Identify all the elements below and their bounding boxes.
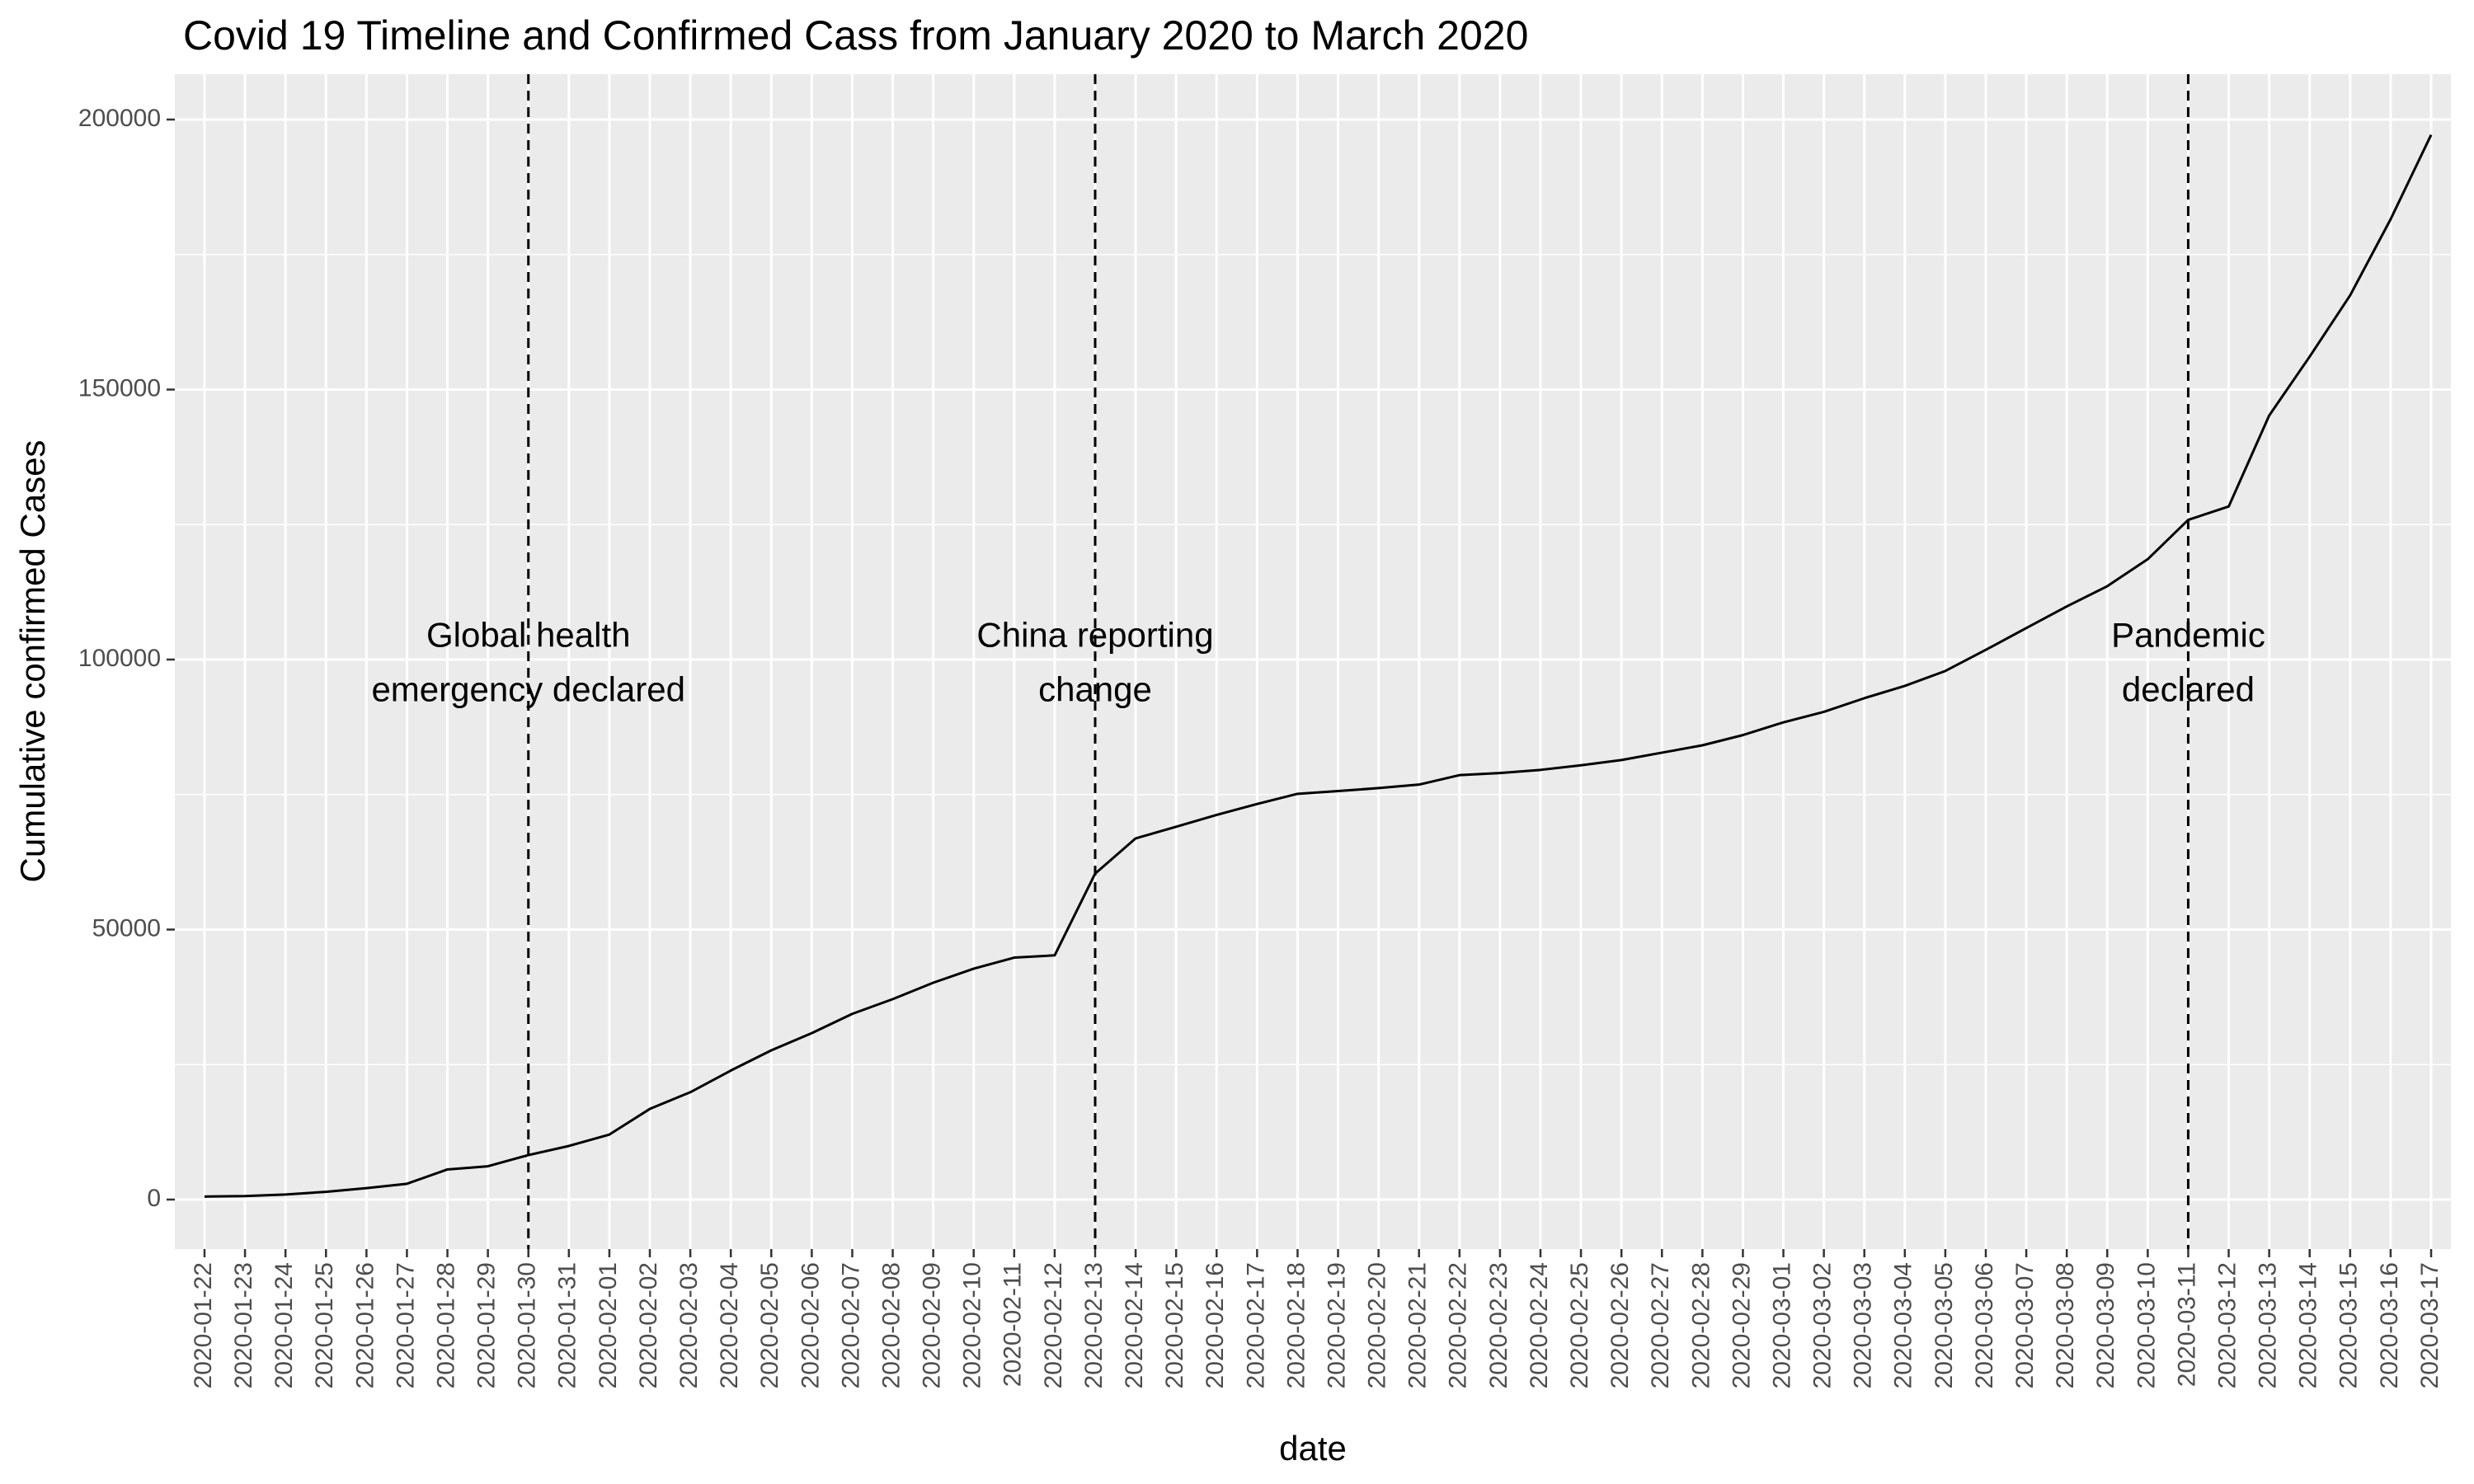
x-tick-label: 2020-02-04 (716, 1262, 743, 1388)
x-tick-label: 2020-03-14 (2295, 1262, 2322, 1388)
x-tick-label: 2020-01-22 (190, 1262, 217, 1388)
y-tick-label: 200000 (78, 105, 161, 132)
plot-panel (175, 74, 2451, 1249)
x-tick-label: 2020-02-08 (877, 1262, 905, 1388)
x-tick-label: 2020-03-17 (2416, 1262, 2443, 1388)
x-tick-label: 2020-03-08 (2052, 1262, 2079, 1388)
x-axis-title: date (1279, 1429, 1347, 1468)
x-tick-label: 2020-01-26 (351, 1262, 379, 1388)
x-tick-label: 2020-02-01 (595, 1262, 622, 1388)
annotation-label: emergency declared (371, 670, 685, 709)
y-axis: 0 50000 100000 150000 200000 (78, 105, 175, 1212)
grid-major (175, 74, 2451, 1249)
annotation-label: change (1038, 670, 1152, 709)
x-tick-label: 2020-02-06 (797, 1262, 824, 1388)
x-tick-label: 2020-03-03 (1850, 1262, 1877, 1388)
x-tick-label: 2020-03-12 (2213, 1262, 2241, 1388)
x-tick-label: 2020-01-25 (311, 1262, 338, 1388)
x-tick-label: 2020-03-11 (2173, 1262, 2200, 1387)
x-tick-label: 2020-02-18 (1282, 1262, 1310, 1388)
x-tick-label: 2020-01-24 (270, 1262, 298, 1388)
annotation-label: China reporting (976, 616, 1213, 655)
x-tick-label: 2020-02-25 (1566, 1262, 1593, 1388)
x-tick-label: 2020-02-02 (635, 1262, 662, 1388)
event-lines (527, 74, 2189, 1249)
series-line-cumulative-cases (204, 134, 2433, 1198)
x-tick-label: 2020-02-16 (1202, 1262, 1229, 1388)
annotations: Global health emergency declared China rep… (371, 616, 2265, 709)
x-tick-label: 2020-02-03 (675, 1262, 703, 1388)
y-tick-label: 150000 (78, 374, 161, 402)
y-tick-label: 0 (147, 1185, 161, 1212)
x-tick-label: 2020-01-23 (230, 1262, 257, 1388)
chart-title: Covid 19 Timeline and Confirmed Cass fro… (183, 12, 1528, 59)
x-tick-label: 2020-01-30 (514, 1262, 541, 1388)
annotation-label: Pandemic (2111, 616, 2265, 655)
x-tick-label: 2020-02-23 (1485, 1262, 1512, 1388)
x-tick-label: 2020-03-13 (2255, 1262, 2282, 1388)
x-tick-label: 2020-02-11 (999, 1262, 1027, 1387)
y-axis-title: Cumulative confirmed Cases (13, 440, 52, 883)
x-tick-label: 2020-03-05 (1931, 1262, 1958, 1388)
y-tick-label: 100000 (78, 645, 161, 672)
x-tick-label: 2020-01-28 (432, 1262, 459, 1388)
x-tick-label: 2020-02-20 (1364, 1262, 1391, 1388)
x-tick-label: 2020-02-10 (959, 1262, 986, 1388)
x-tick-label: 2020-02-07 (837, 1262, 864, 1388)
x-tick-label: 2020-02-21 (1404, 1262, 1432, 1388)
x-tick-label: 2020-02-24 (1526, 1262, 1553, 1388)
annotation-label: Global health (426, 616, 631, 655)
x-tick-label: 2020-03-01 (1768, 1262, 1795, 1388)
x-tick-label: 2020-02-13 (1080, 1262, 1108, 1388)
x-tick-label: 2020-03-07 (2011, 1262, 2039, 1388)
x-tick-label: 2020-02-14 (1121, 1262, 1148, 1388)
x-tick-label: 2020-01-29 (473, 1262, 501, 1388)
y-tick-label: 50000 (92, 914, 161, 942)
x-tick-label: 2020-03-04 (1890, 1262, 1917, 1388)
x-tick-label: 2020-03-09 (2092, 1262, 2119, 1388)
x-tick-label: 2020-03-10 (2133, 1262, 2160, 1388)
grid-minor (175, 254, 2451, 1065)
x-tick-label: 2020-03-15 (2335, 1262, 2363, 1388)
x-tick-label: 2020-02-19 (1323, 1262, 1350, 1388)
x-tick-label: 2020-03-16 (2376, 1262, 2403, 1388)
x-tick-label: 2020-02-15 (1161, 1262, 1188, 1388)
x-tick-label: 2020-02-09 (919, 1262, 946, 1388)
x-tick-label: 2020-03-02 (1809, 1262, 1837, 1388)
x-tick-label: 2020-02-26 (1606, 1262, 1634, 1388)
x-tick-label: 2020-02-29 (1728, 1262, 1755, 1388)
x-tick-label: 2020-02-28 (1687, 1262, 1714, 1388)
x-tick-label: 2020-01-27 (392, 1262, 419, 1388)
x-tick-label: 2020-02-05 (756, 1262, 783, 1388)
x-tick-label: 2020-02-27 (1647, 1262, 1674, 1388)
x-tick-label: 2020-03-06 (1971, 1262, 1998, 1388)
x-axis: 2020-01-22 2020-01-23 2020-01-24 2020-01-25… (190, 1249, 2443, 1388)
annotation-label: declared (2122, 670, 2255, 709)
x-tick-label: 2020-01-31 (554, 1262, 581, 1388)
x-tick-label: 2020-02-17 (1242, 1262, 1269, 1388)
x-tick-label: 2020-02-22 (1445, 1262, 1472, 1388)
x-tick-label: 2020-02-12 (1040, 1262, 1067, 1388)
